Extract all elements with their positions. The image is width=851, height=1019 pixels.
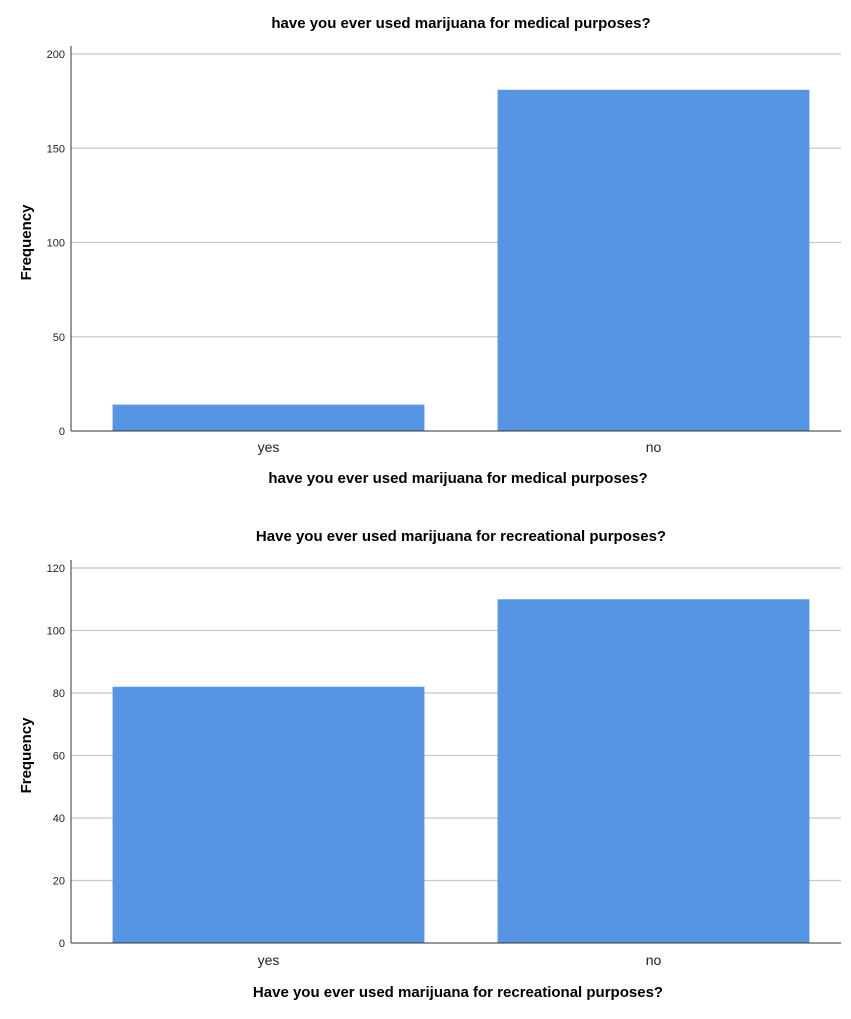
chart-2-y-tick-label: 100 — [47, 626, 65, 638]
chart-1-y-tick-label: 50 — [53, 332, 65, 344]
chart-1-y-tick-label: 200 — [47, 49, 65, 61]
chart-2-y-tick-label: 60 — [53, 751, 65, 763]
chart-2-title: Have you ever used marijuana for recreat… — [256, 528, 666, 545]
chart-2-bar-yes — [112, 686, 425, 943]
chart-1-bar-yes — [112, 404, 425, 431]
chart-1-y-tick-label: 0 — [59, 426, 65, 438]
chart-2-y-tick-label: 0 — [59, 938, 65, 950]
chart-2-y-axis-label: Frequency — [18, 717, 35, 794]
chart-1-x-axis-label: have you ever used marijuana for medical… — [268, 470, 647, 487]
chart-1-y-axis-label: Frequency — [18, 204, 35, 281]
chart-2-x-tick-label: yes — [258, 952, 280, 968]
chart-1-title: have you ever used marijuana for medical… — [271, 15, 650, 32]
chart-1-y-tick-label: 100 — [47, 238, 65, 250]
chart-2-y-tick-label: 120 — [47, 563, 65, 575]
chart-1-x-tick-label: yes — [258, 439, 280, 455]
chart-2-y-tick-label: 40 — [53, 813, 65, 825]
chart-1-x-tick-label: no — [646, 439, 662, 455]
chart-1-y-tick-label: 150 — [47, 143, 65, 155]
chart-2-bar-no — [497, 599, 810, 943]
chart-2-x-tick-label: no — [646, 952, 662, 968]
chart-2-y-tick-label: 80 — [53, 688, 65, 700]
chart-1-bar-no — [497, 89, 810, 431]
chart-2-y-tick-label: 20 — [53, 876, 65, 888]
chart-2-x-axis-label: Have you ever used marijuana for recreat… — [253, 984, 663, 1001]
